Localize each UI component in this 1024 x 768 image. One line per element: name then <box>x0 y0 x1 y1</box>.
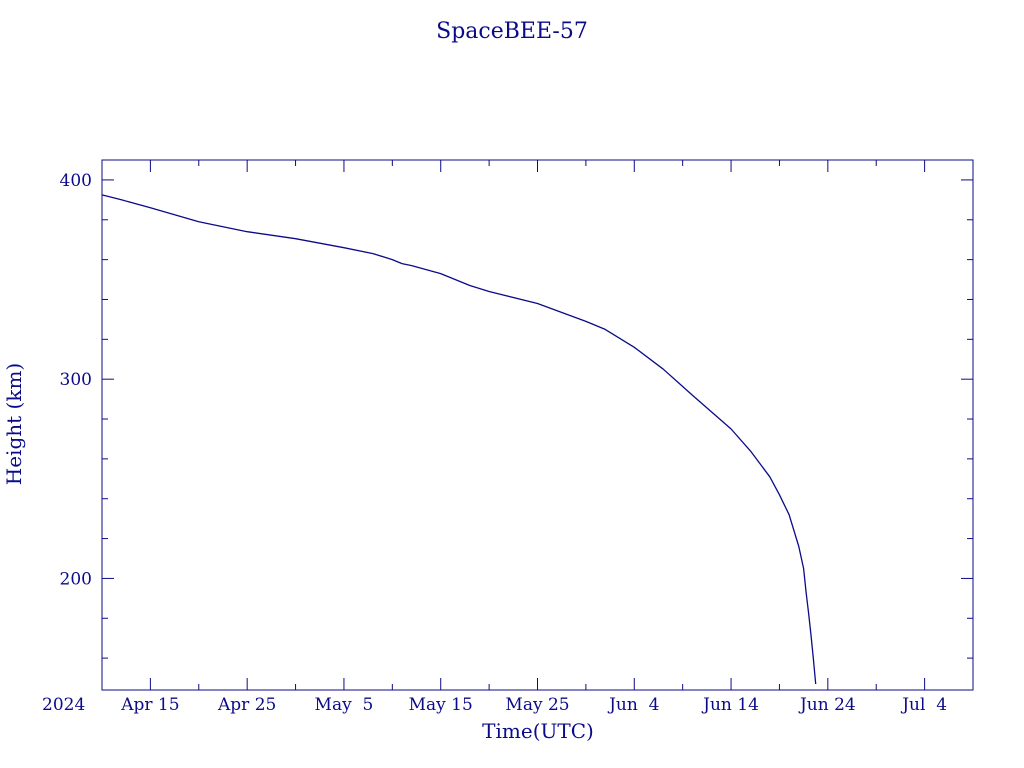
x-tick-label: May 25 <box>505 695 569 715</box>
y-tick-label: 400 <box>60 171 92 191</box>
x-tick-label: Apr 25 <box>217 695 276 715</box>
x-start-year-label: 2024 <box>42 695 85 715</box>
x-tick-label: May 5 <box>315 695 374 715</box>
axes: 400 300 200 Apr 15 Apr 25 May 5 May 15 May 25 Ju… <box>60 159 974 715</box>
y-tick-label: 200 <box>60 569 92 589</box>
x-tick-label: Apr 15 <box>120 695 179 715</box>
y-axis-title: Height (km) <box>2 363 26 485</box>
x-tick-label: Jul 4 <box>900 695 947 715</box>
height-series-line <box>101 194 817 685</box>
plot-frame <box>101 159 974 691</box>
x-tick-label: Jun 24 <box>798 695 856 715</box>
x-tick-label: Jun 4 <box>607 695 659 715</box>
x-tick-label: Jun 14 <box>701 695 759 715</box>
y-tick-label: 300 <box>60 370 92 390</box>
x-tick-label: May 15 <box>409 695 473 715</box>
chart-title: SpaceBEE-57 <box>436 19 588 44</box>
x-axis-title: Time(UTC) <box>482 719 594 743</box>
series-layer <box>101 194 817 685</box>
